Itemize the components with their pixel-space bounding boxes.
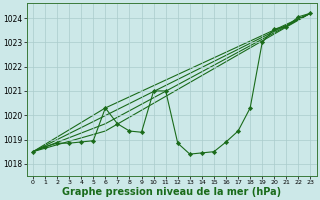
X-axis label: Graphe pression niveau de la mer (hPa): Graphe pression niveau de la mer (hPa): [62, 187, 281, 197]
